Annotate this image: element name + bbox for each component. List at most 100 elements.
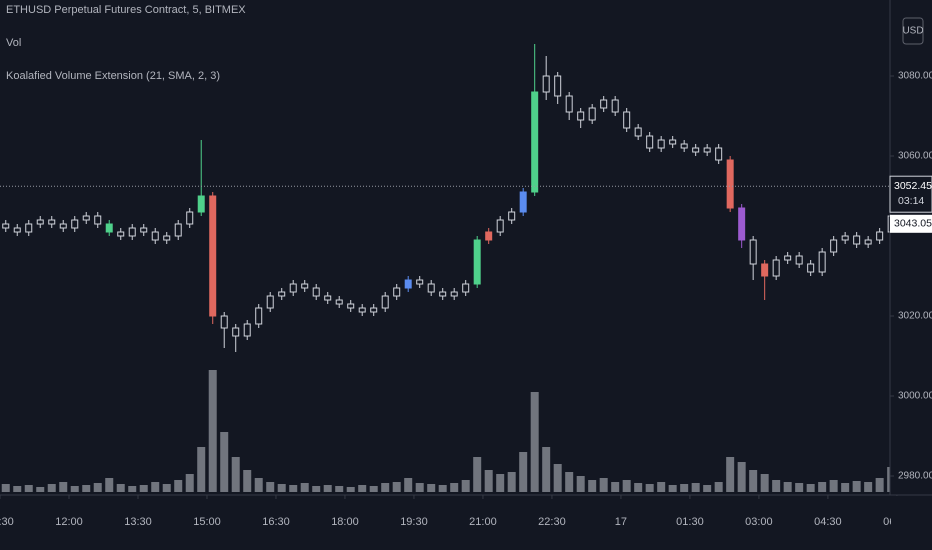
- plot-area: [0, 44, 896, 492]
- volume-bar: [185, 474, 194, 492]
- candle-body: [71, 219, 79, 229]
- volume-bar: [105, 478, 114, 492]
- candle-body: [761, 263, 769, 277]
- candle-body: [59, 223, 67, 229]
- volume-bar: [875, 478, 884, 492]
- candle-body: [772, 259, 780, 277]
- volume-bar: [243, 470, 252, 492]
- chart-title: ETHUSD Perpetual Futures Contract, 5, BI…: [6, 4, 246, 16]
- x-tick-label: 18:00: [331, 516, 359, 528]
- y-tick-label: 3060.00: [898, 151, 932, 162]
- candle-body: [485, 231, 493, 241]
- x-tick-label: 04:30: [814, 516, 842, 528]
- candle-body: [462, 283, 470, 293]
- volume-bar: [542, 447, 551, 492]
- volume-bar: [565, 472, 574, 492]
- volume-bar: [806, 484, 815, 492]
- candle-body: [439, 291, 447, 297]
- volume-bar: [427, 484, 436, 492]
- candle-body: [715, 147, 723, 161]
- candle-body: [197, 195, 205, 213]
- volume-bar: [415, 483, 424, 492]
- volume-bar: [404, 478, 413, 492]
- last-price-label: 3052.45: [894, 180, 932, 192]
- candle-body: [255, 307, 263, 325]
- volume-bar: [312, 486, 321, 492]
- candle-body: [186, 211, 194, 225]
- volume-bar: [657, 482, 666, 492]
- volume-bar: [70, 486, 79, 492]
- candle-body: [784, 255, 792, 261]
- volume-bar: [841, 483, 850, 492]
- candle-body: [278, 291, 286, 297]
- x-tick-label: 13:30: [124, 516, 152, 528]
- candle-body: [393, 287, 401, 297]
- volume-bar: [450, 483, 459, 492]
- volume-bar: [151, 482, 160, 492]
- candle-body: [818, 251, 826, 273]
- candle-body: [324, 295, 332, 301]
- volume-bar: [772, 480, 781, 492]
- candle-body: [243, 323, 251, 337]
- candle-body: [853, 235, 861, 245]
- volume-bar: [47, 484, 56, 492]
- currency-button[interactable]: [902, 17, 924, 45]
- volume-bar: [507, 472, 516, 492]
- volume-bar: [622, 480, 631, 492]
- volume-bar: [553, 464, 562, 492]
- volume-bar: [634, 483, 643, 492]
- volume-bar: [128, 486, 137, 492]
- volume-bar: [496, 474, 505, 492]
- candle-body: [163, 235, 171, 241]
- candle-body: [577, 111, 585, 121]
- candle-body: [669, 139, 677, 145]
- volume-bar: [116, 484, 125, 492]
- volume-bar: [369, 486, 378, 492]
- volume-bar: [323, 485, 332, 492]
- indicator-price-label: 3043.05: [894, 218, 932, 230]
- volume-bar: [795, 483, 804, 492]
- candle-body: [450, 291, 458, 297]
- volume-bar: [220, 432, 229, 492]
- x-tick-label: 19:30: [400, 516, 428, 528]
- candle-body: [36, 219, 44, 225]
- volume-bar: [197, 447, 206, 492]
- candle-body: [703, 147, 711, 153]
- volume-bar: [680, 484, 689, 492]
- volume-bar: [737, 462, 746, 492]
- volume-bar: [749, 470, 758, 492]
- candle-body: [151, 231, 159, 241]
- volume-bar: [289, 485, 298, 492]
- candle-body: [289, 283, 297, 293]
- candle-body: [646, 135, 654, 149]
- volume-bar: [473, 457, 482, 492]
- indicator-price-box: [890, 214, 932, 233]
- y-tick-label: 3080.00: [898, 71, 932, 82]
- volume-bar: [59, 482, 68, 492]
- currency-label: USD: [902, 26, 923, 37]
- candle-body: [680, 143, 688, 149]
- candle-body: [301, 283, 309, 289]
- volume-bar: [519, 452, 528, 492]
- volume-bar: [93, 483, 102, 492]
- volume-bar: [588, 480, 597, 492]
- candle-body: [13, 227, 21, 233]
- candle-body: [611, 99, 619, 113]
- candle-body: [726, 159, 734, 209]
- candle-body: [692, 147, 700, 153]
- x-tick-label: 15:00: [193, 516, 221, 528]
- volume-bar: [864, 482, 873, 492]
- volume-bar: [703, 485, 712, 492]
- candle-body: [749, 239, 757, 265]
- candle-body: [427, 283, 435, 293]
- candle-body: [128, 227, 136, 237]
- volume-bar: [358, 485, 367, 492]
- candle-body: [864, 239, 872, 245]
- x-tick-label: 21:00: [469, 516, 497, 528]
- candle-body: [416, 279, 424, 285]
- candle-body: [657, 139, 665, 149]
- candle-body: [94, 215, 102, 225]
- x-tick-label: 17: [615, 516, 627, 528]
